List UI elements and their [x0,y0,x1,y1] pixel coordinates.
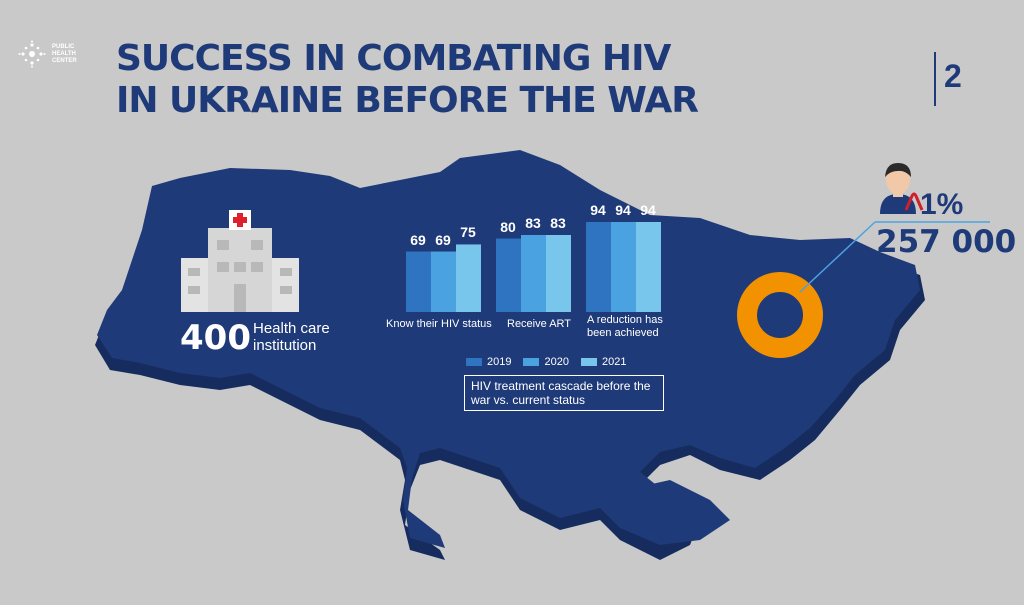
legend-item-2021: 2021 [580,356,627,368]
logo-text: PUBLIC HEALTH CENTER [52,44,92,65]
bar-value-label: 94 [615,202,631,218]
person-icon [880,163,916,214]
bar-2019-1 [496,238,521,312]
title-line-1: SUCCESS IN COMBATING HIV [116,38,671,79]
legend-swatch-2021 [580,358,597,367]
category-label: Know their HIV status [386,318,492,330]
chart-legend: 2019 2020 2021 [466,356,626,368]
bar-value-label: 83 [550,215,566,231]
bar-value-label: 80 [500,218,516,235]
logo-text-line2: HEALTH [52,50,76,57]
category-label: Receive ART [507,318,571,330]
legend-label-2021: 2021 [601,356,627,368]
health-care-count: 400 [180,318,251,358]
logo-text-line3: CENTER [52,57,77,64]
page-title: SUCCESS IN COMBATING HIV IN UKRAINE BEFO… [116,38,699,122]
legend-swatch-2019 [466,358,482,367]
logo: PUBLIC HEALTH CENTER [18,40,92,68]
bar-chart [406,222,661,312]
bar-value-label: 94 [590,202,606,218]
bar-value-label: 94 [640,202,656,218]
title-line-2: IN UKRAINE BEFORE THE WAR [116,80,699,121]
bar-value-label: 69 [435,231,451,248]
bar-value-label: 75 [460,224,476,241]
category-label: A reduction has been achieved [587,314,663,339]
bar-2019-2 [586,222,611,312]
page-number-divider [934,52,936,106]
connector-line [799,221,876,293]
hiv-count: 257 000 [876,224,1017,260]
bar-2021-2 [636,222,661,312]
bar-2020-0 [431,251,456,312]
bar-2019-0 [406,251,431,312]
hiv-percent-ring [737,272,823,358]
red-ribbon-icon [904,192,924,211]
legend-label-2020: 2020 [544,356,569,368]
logo-icon [18,40,46,68]
hospital-icon [181,210,299,312]
bar-2021-1 [546,235,571,312]
map-surface [97,150,920,548]
legend-label-2019: 2019 [487,356,512,368]
bar-2021-0 [456,244,481,312]
chart-title-box: HIV treatment cascade before the war vs.… [464,375,664,411]
health-care-label: Health care institution [253,320,330,354]
bar-value-label: 83 [525,215,541,231]
map-crimea [615,480,730,545]
legend-item-2019: 2019 [466,356,511,368]
legend-item-2020: 2020 [523,356,569,368]
page-number: 2 [944,58,962,94]
hiv-percent: 1% [920,188,964,221]
bar-2020-2 [611,222,636,312]
bar-2020-1 [521,235,546,312]
bar-value-label: 69 [410,231,426,248]
logo-text-line1: PUBLIC [52,43,75,50]
legend-swatch-2020 [523,358,540,367]
